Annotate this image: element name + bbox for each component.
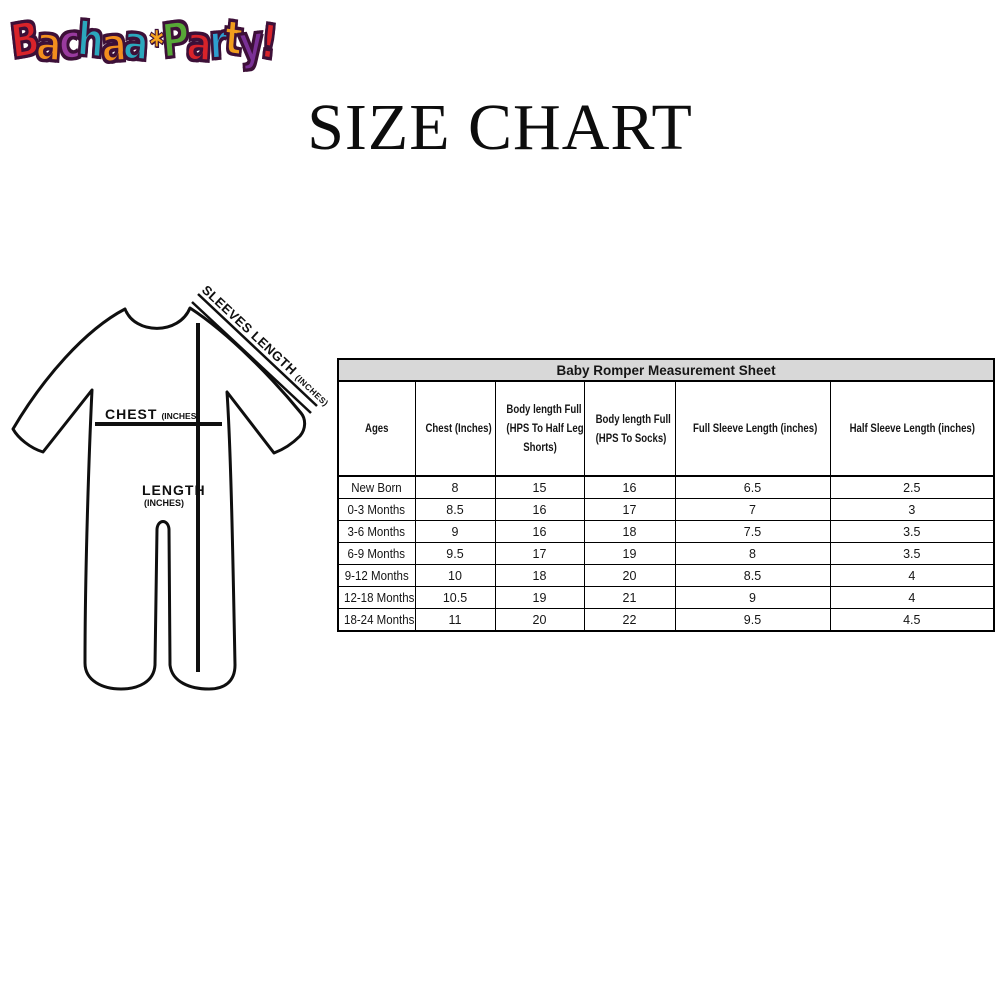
- measurement-table: Baby Romper Measurement Sheet Ages Chest…: [337, 358, 996, 632]
- table-row: 12-18 Months 10.5 19 21 9 4: [337, 586, 995, 609]
- table-row: 6-9 Months 9.5 17 19 8 3.5: [337, 542, 995, 565]
- table-title: Baby Romper Measurement Sheet: [337, 358, 995, 382]
- col-header-chest: Chest (Inches): [414, 380, 496, 477]
- sleeve-measure-line-inner: [191, 301, 312, 414]
- logo-letter: ✱: [148, 24, 165, 53]
- page-title: SIZE CHART: [307, 91, 693, 164]
- col-header-ages: Ages: [337, 380, 416, 477]
- length-label: LENGTH: [142, 482, 206, 498]
- table-title-row: Baby Romper Measurement Sheet: [337, 358, 995, 382]
- col-header-body-length-socks: Body length Full (HPS To Socks): [583, 380, 676, 477]
- col-header-half-sleeve: Half Sleeve Length (inches): [829, 380, 995, 477]
- table-row: New Born 8 15 16 6.5 2.5: [337, 475, 995, 499]
- romper-diagram: SLEEVES LENGTH(INCHES) CHEST (INCHES) LEN…: [11, 282, 331, 691]
- table-row: 0-3 Months 8.5 16 17 7 3: [337, 498, 995, 521]
- col-header-body-length-shorts: Body length Full (HPS To Half Leg Shorts): [494, 380, 585, 477]
- logo-text: Bachaa✱Party!: [7, 6, 282, 76]
- length-unit-label: (INCHES): [144, 498, 184, 508]
- logo-letter: a: [120, 14, 151, 74]
- brand-logo: Bachaa✱Party!: [7, 6, 282, 80]
- romper-outline: [11, 306, 307, 691]
- table-row: 3-6 Months 9 16 18 7.5 3.5: [337, 520, 995, 543]
- col-header-full-sleeve: Full Sleeve Length (inches): [674, 380, 831, 477]
- table-row: 18-24 Months 11 20 22 9.5 4.5: [337, 608, 995, 632]
- chest-label: CHEST (INCHES): [105, 406, 199, 422]
- table-header-row: Ages Chest (Inches) Body length Full (HPS…: [337, 380, 995, 477]
- sleeve-measure-line-outer: [197, 293, 318, 407]
- table-row: 9-12 Months 10 18 20 8.5 4: [337, 564, 995, 587]
